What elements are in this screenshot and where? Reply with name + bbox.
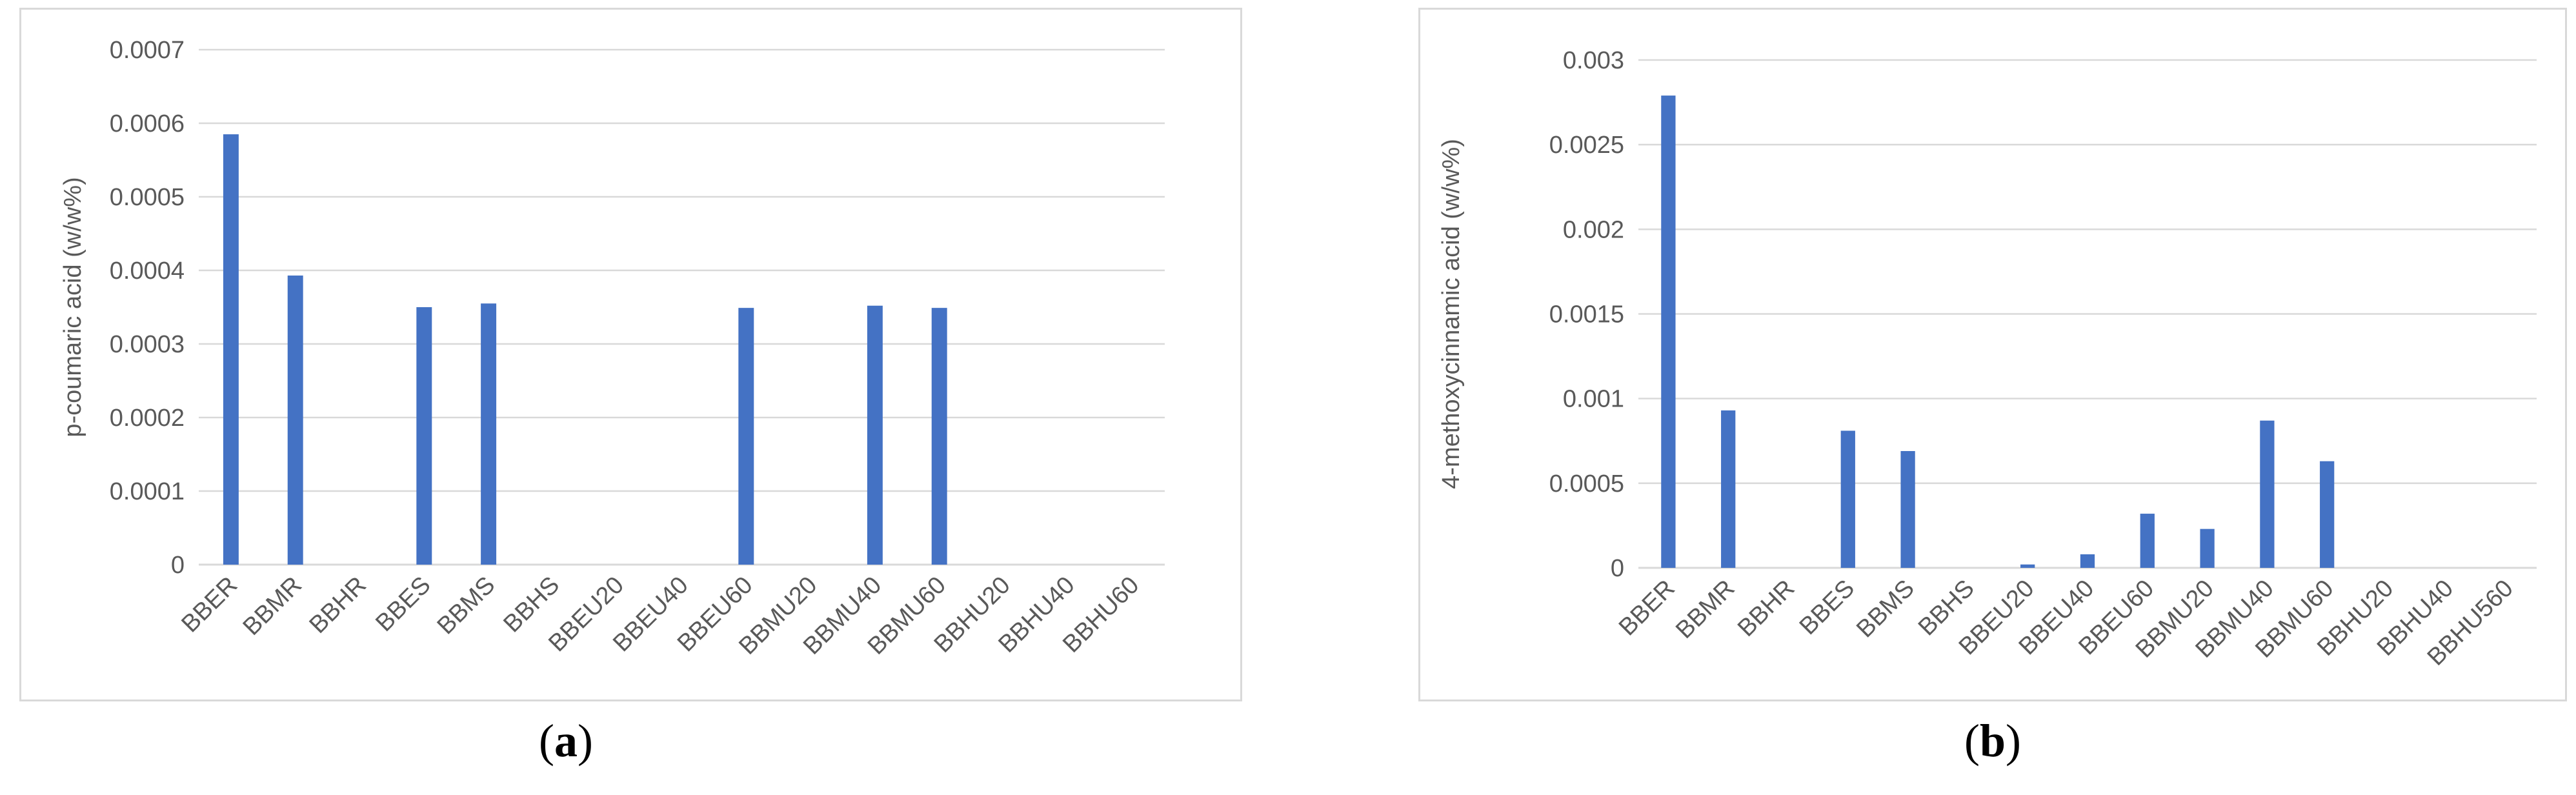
y-tick-label: 0.0003 [110, 331, 185, 358]
bar [2320, 461, 2335, 568]
x-tick-label: BBES [1795, 575, 1860, 640]
x-tick-label: BBMR [238, 572, 307, 641]
panel-label-b-close: ) [2006, 715, 2021, 767]
y-tick-label: 0.0001 [110, 478, 185, 505]
panel-label-b: (b) [1896, 718, 2089, 764]
y-tick-label: 0.0002 [110, 405, 185, 432]
y-tick-label: 0 [1611, 555, 1624, 582]
x-tick-label: BBER [1614, 575, 1680, 641]
bar [1840, 430, 1855, 568]
x-tick-label: BBMS [1851, 575, 1920, 643]
chart-b: 4-methoxycinnamic acid (w/w%) 0 0.0005 0.00… [1438, 47, 2537, 671]
bar [1661, 96, 1676, 569]
x-tick-label: BBHR [305, 572, 372, 639]
x-tick-label: BBMS [432, 572, 501, 640]
y-tick-label: 0.0025 [1549, 132, 1624, 159]
panel-label-b-letter: b [1979, 715, 2006, 767]
bar [287, 275, 303, 565]
panel-label-a-letter: a [554, 715, 578, 767]
y-tick-label: 0.0005 [1549, 470, 1624, 498]
x-tick-label: BBHR [1733, 575, 1800, 642]
y-tick-label: 0.0005 [110, 184, 185, 211]
chart-a: p-coumaric acid (w/w%) 0 0.0001 0.0002 0.000… [59, 37, 1165, 660]
panel-label-b-open: ( [1964, 715, 1980, 767]
x-tick-label: BBER [176, 572, 243, 638]
chart-a-frame: p-coumaric acid (w/w%) 0 0.0001 0.0002 0.000… [19, 8, 1242, 701]
x-tick-label: BBES [370, 572, 436, 637]
bar [867, 305, 883, 565]
y-tick-label: 0 [171, 552, 185, 579]
y-tick-label: 0.002 [1563, 216, 1624, 243]
panel-label-a-open: ( [539, 715, 554, 767]
panel-label-a: (a) [469, 718, 663, 764]
y-tick-label: 0.0006 [110, 110, 185, 137]
bar [2260, 420, 2275, 568]
bar [1900, 450, 1915, 568]
bar [223, 134, 239, 565]
bar [2080, 554, 2095, 568]
bar [2140, 514, 2155, 568]
bar [416, 307, 432, 565]
chart-b-frame: 4-methoxycinnamic acid (w/w%) 0 0.0005 0.00… [1418, 8, 2567, 701]
bar [2020, 564, 2035, 568]
bar [1721, 410, 1736, 568]
bar [738, 308, 754, 565]
bar [931, 308, 947, 565]
y-axis-title: p-coumaric acid (w/w%) [59, 177, 86, 437]
y-tick-label: 0.003 [1563, 47, 1624, 74]
y-tick-label: 0.001 [1563, 386, 1624, 413]
x-tick-label: BBMR [1671, 575, 1740, 644]
y-tick-label: 0.0004 [110, 257, 185, 285]
y-axis-title: 4-methoxycinnamic acid (w/w%) [1438, 139, 1465, 489]
y-tick-label: 0.0007 [110, 37, 185, 64]
y-tick-label: 0.0015 [1549, 301, 1624, 328]
bar [481, 303, 497, 565]
panel-label-a-close: ) [578, 715, 593, 767]
bar [2200, 528, 2215, 568]
